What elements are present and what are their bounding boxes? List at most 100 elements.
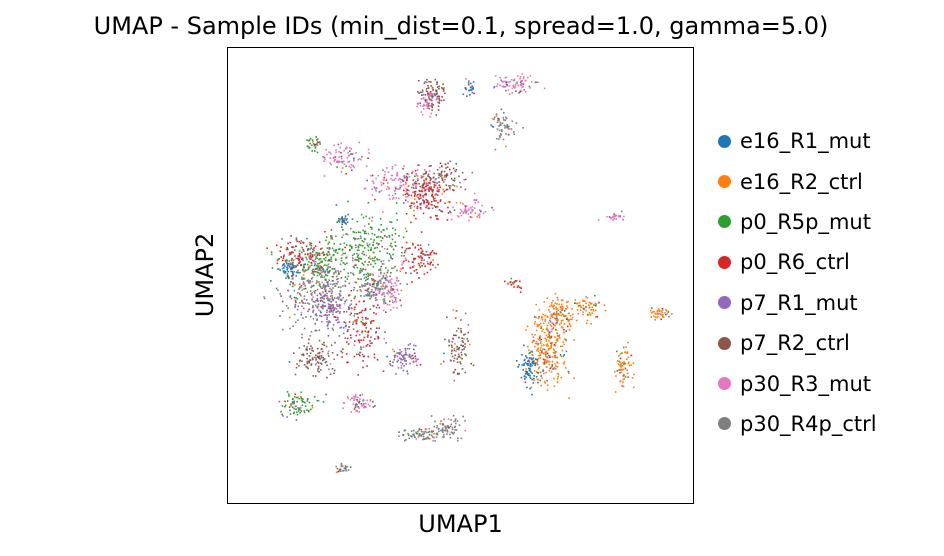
data-point (335, 465, 337, 468)
data-point (372, 295, 375, 297)
data-point (538, 324, 540, 326)
data-point (363, 336, 366, 339)
data-point (454, 334, 456, 336)
legend-label: e16_R1_mut (740, 129, 871, 154)
data-point (428, 107, 431, 110)
data-point (419, 363, 422, 366)
data-point (309, 252, 312, 254)
data-point (345, 244, 348, 246)
data-point (441, 210, 444, 213)
data-point (405, 272, 407, 274)
data-point (352, 321, 355, 323)
data-point (364, 261, 366, 263)
data-point (548, 333, 550, 335)
data-point (550, 325, 553, 327)
data-point (380, 224, 382, 226)
data-point (360, 213, 363, 216)
data-point (439, 162, 442, 164)
data-point (402, 184, 405, 186)
data-point (386, 227, 388, 230)
data-point (372, 283, 374, 285)
data-point (323, 253, 326, 256)
data-point (383, 301, 385, 303)
data-point (361, 405, 363, 407)
data-point (416, 433, 419, 435)
data-point (386, 303, 389, 306)
data-point (350, 337, 352, 339)
data-point (298, 302, 301, 304)
data-point (342, 402, 345, 404)
data-point (319, 297, 322, 299)
data-point (453, 334, 455, 337)
data-point (419, 203, 421, 205)
data-point (344, 147, 347, 150)
data-point (372, 293, 375, 296)
data-point (556, 366, 559, 368)
data-point (385, 311, 387, 313)
data-point (447, 418, 450, 420)
data-point (415, 360, 417, 363)
data-point (311, 404, 314, 407)
data-point (297, 319, 299, 321)
data-point (585, 306, 587, 308)
data-point (442, 436, 444, 438)
data-point (311, 285, 314, 287)
data-point (330, 235, 333, 237)
data-point (359, 270, 361, 272)
data-point (369, 283, 371, 285)
data-point (306, 409, 308, 411)
data-point (337, 470, 339, 473)
data-point (290, 235, 292, 237)
data-point (431, 93, 433, 96)
data-point (403, 180, 405, 182)
data-point (324, 270, 326, 273)
data-point (413, 344, 415, 347)
data-point (286, 267, 289, 269)
data-point (380, 181, 382, 184)
data-point (329, 162, 332, 164)
data-point (302, 241, 304, 244)
data-point (345, 165, 348, 168)
data-point (573, 377, 575, 380)
data-point (396, 219, 399, 221)
data-point (518, 92, 520, 94)
data-point (366, 278, 368, 281)
data-point (364, 187, 367, 190)
data-point (350, 303, 353, 305)
data-point (385, 179, 388, 181)
data-point (356, 259, 358, 261)
data-point (317, 303, 320, 305)
data-point (367, 157, 369, 159)
data-point (305, 365, 308, 368)
data-point (423, 438, 426, 440)
data-point (310, 345, 312, 347)
data-point (370, 174, 372, 177)
data-point (410, 272, 412, 275)
data-point (376, 299, 378, 301)
data-point (428, 96, 430, 98)
data-point (420, 428, 423, 431)
data-point (362, 250, 365, 253)
data-point (329, 311, 331, 313)
data-point (350, 411, 352, 413)
data-point (396, 352, 398, 354)
data-point (332, 304, 334, 306)
data-point (356, 249, 359, 252)
data-point (301, 278, 303, 280)
data-point (435, 93, 438, 95)
data-point (523, 375, 526, 378)
data-point (511, 87, 514, 90)
data-point (418, 193, 421, 195)
data-point (372, 278, 375, 281)
data-point (289, 283, 291, 286)
data-point (313, 268, 315, 271)
data-point (377, 243, 380, 246)
data-point (307, 248, 310, 250)
data-point (303, 410, 305, 412)
data-point (551, 316, 554, 319)
data-point (340, 171, 343, 173)
data-point (373, 239, 375, 241)
data-point (296, 308, 299, 311)
data-point (506, 125, 509, 127)
data-point (431, 191, 434, 193)
